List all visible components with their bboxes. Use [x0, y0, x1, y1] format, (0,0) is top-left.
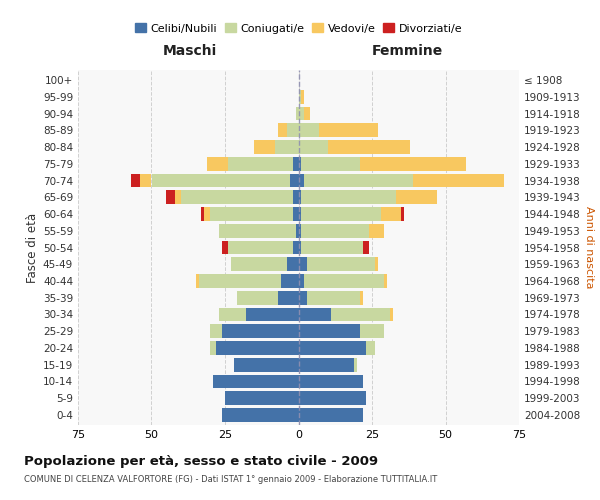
Bar [328, 140, 410, 154]
Bar [299, 274, 304, 288]
Bar [278, 124, 287, 137]
Bar [299, 341, 366, 355]
Bar [293, 207, 299, 221]
Bar [299, 258, 307, 271]
Bar [304, 274, 384, 288]
Bar [395, 190, 437, 204]
Bar [228, 240, 293, 254]
Bar [281, 274, 299, 288]
Bar [208, 157, 228, 170]
Bar [278, 291, 299, 304]
Bar [299, 291, 307, 304]
Text: Maschi: Maschi [163, 44, 217, 59]
Bar [166, 190, 175, 204]
Bar [151, 174, 290, 188]
Y-axis label: Fasce di età: Fasce di età [26, 212, 39, 282]
Bar [131, 174, 140, 188]
Bar [234, 358, 299, 372]
Bar [275, 140, 299, 154]
Bar [254, 140, 275, 154]
Bar [225, 392, 299, 405]
Text: COMUNE DI CELENZA VALFORTORE (FG) - Dati ISTAT 1° gennaio 2009 - Elaborazione TU: COMUNE DI CELENZA VALFORTORE (FG) - Dati… [24, 475, 437, 484]
Bar [366, 341, 375, 355]
Bar [360, 291, 363, 304]
Bar [360, 324, 384, 338]
Bar [304, 174, 413, 188]
Bar [222, 324, 299, 338]
Bar [355, 358, 358, 372]
Bar [331, 308, 389, 322]
Bar [231, 258, 287, 271]
Bar [222, 240, 228, 254]
Bar [307, 258, 375, 271]
Bar [287, 258, 299, 271]
Bar [222, 408, 299, 422]
Bar [211, 207, 293, 221]
Bar [360, 157, 466, 170]
Bar [301, 240, 363, 254]
Bar [299, 174, 304, 188]
Bar [293, 157, 299, 170]
Bar [290, 174, 299, 188]
Bar [299, 240, 301, 254]
Text: Femmine: Femmine [371, 44, 443, 59]
Bar [401, 207, 404, 221]
Bar [216, 341, 299, 355]
Bar [375, 258, 378, 271]
Bar [213, 374, 299, 388]
Bar [219, 224, 296, 237]
Bar [181, 190, 293, 204]
Bar [219, 308, 245, 322]
Bar [205, 207, 210, 221]
Bar [299, 308, 331, 322]
Bar [299, 106, 304, 120]
Bar [175, 190, 181, 204]
Bar [196, 274, 199, 288]
Bar [299, 408, 363, 422]
Bar [245, 308, 299, 322]
Bar [369, 224, 384, 237]
Bar [299, 157, 301, 170]
Bar [299, 374, 363, 388]
Bar [296, 224, 299, 237]
Bar [299, 324, 360, 338]
Bar [202, 207, 205, 221]
Bar [293, 240, 299, 254]
Y-axis label: Anni di nascita: Anni di nascita [584, 206, 595, 289]
Bar [301, 90, 304, 104]
Bar [228, 157, 293, 170]
Bar [299, 207, 301, 221]
Bar [199, 274, 281, 288]
Bar [299, 124, 319, 137]
Bar [287, 124, 299, 137]
Bar [301, 224, 369, 237]
Bar [307, 291, 360, 304]
Legend: Celibi/Nubili, Coniugati/e, Vedovi/e, Divorziati/e: Celibi/Nubili, Coniugati/e, Vedovi/e, Di… [130, 19, 467, 38]
Bar [301, 190, 395, 204]
Bar [211, 324, 222, 338]
Bar [140, 174, 151, 188]
Bar [299, 224, 301, 237]
Bar [301, 157, 360, 170]
Bar [389, 308, 392, 322]
Bar [211, 341, 216, 355]
Bar [384, 274, 387, 288]
Bar [237, 291, 278, 304]
Bar [363, 240, 369, 254]
Bar [299, 392, 366, 405]
Bar [413, 174, 505, 188]
Text: Popolazione per età, sesso e stato civile - 2009: Popolazione per età, sesso e stato civil… [24, 455, 378, 468]
Bar [299, 90, 301, 104]
Bar [299, 358, 355, 372]
Bar [381, 207, 401, 221]
Bar [296, 106, 299, 120]
Bar [304, 106, 310, 120]
Bar [299, 140, 328, 154]
Bar [293, 190, 299, 204]
Bar [299, 190, 301, 204]
Bar [301, 207, 381, 221]
Bar [319, 124, 378, 137]
